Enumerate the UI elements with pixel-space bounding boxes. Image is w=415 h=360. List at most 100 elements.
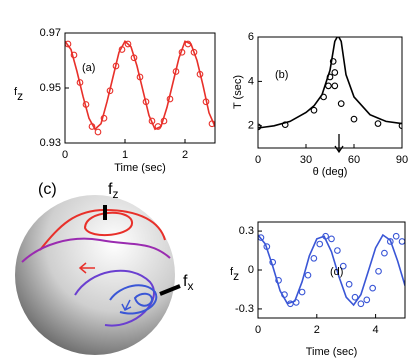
- y-axis-label: fz: [230, 266, 239, 283]
- label-main: f: [14, 86, 18, 98]
- data-point: [325, 82, 332, 90]
- data-point: [357, 300, 365, 308]
- data-point: [304, 271, 312, 279]
- series-line: [258, 37, 402, 129]
- x-tick-label: 0: [255, 154, 261, 166]
- data-point: [275, 277, 282, 284]
- series-line: [65, 40, 215, 131]
- label-main: f: [108, 181, 113, 198]
- x-tick-label: 1: [122, 149, 128, 161]
- y-tick-label: -0.3: [235, 303, 254, 315]
- data-point: [154, 123, 162, 130]
- y-axis-label: fz: [14, 86, 23, 103]
- series-line: [258, 233, 405, 307]
- x-tick-label: 4: [373, 324, 379, 336]
- data-point: [398, 238, 405, 245]
- contour: [109, 284, 158, 315]
- panel-label: (b): [275, 69, 288, 81]
- arrow: [121, 299, 132, 312]
- data-point: [381, 249, 388, 257]
- data-point: [392, 232, 400, 240]
- contour: [21, 237, 171, 263]
- panel-label: (c): [38, 181, 57, 198]
- y-tick-label: 4: [248, 75, 254, 87]
- contour: [83, 211, 133, 237]
- label-sub: z: [112, 187, 118, 201]
- data-point: [334, 247, 341, 254]
- data-point: [386, 238, 394, 245]
- plot-area: [65, 40, 215, 136]
- data-point: [88, 123, 96, 130]
- label-main: f: [230, 266, 234, 278]
- data-point: [202, 98, 210, 106]
- data-point: [375, 267, 382, 275]
- plot-frame: [257, 221, 406, 319]
- data-point: [142, 98, 150, 106]
- x-tick-label: 30: [300, 154, 312, 166]
- contour: [74, 269, 155, 327]
- data-point: [339, 262, 347, 270]
- plot-frame: [64, 32, 216, 144]
- data-point: [184, 40, 192, 48]
- x-tick-label: 60: [348, 154, 360, 166]
- data-point: [310, 106, 318, 114]
- data-point: [166, 95, 174, 103]
- data-point: [337, 100, 345, 107]
- data-point: [351, 293, 359, 301]
- data-point: [281, 121, 289, 129]
- x-tick-label: 0: [255, 324, 261, 336]
- data-point: [331, 82, 339, 90]
- x-tick-label: 2: [314, 324, 320, 336]
- data-point: [118, 46, 126, 53]
- data-point: [160, 117, 168, 125]
- plot-area: [258, 37, 402, 131]
- y-axis-label: T (sec): [232, 75, 244, 109]
- y-tick-label: 0.95: [40, 82, 61, 94]
- label-main: f: [183, 273, 188, 290]
- contour: [133, 292, 154, 307]
- plot-frame: [257, 36, 403, 149]
- data-point: [292, 299, 300, 306]
- x-axis-label: Time (sec): [114, 162, 166, 174]
- data-point: [345, 280, 353, 288]
- fx-axis: [159, 284, 181, 296]
- data-point: [322, 232, 329, 240]
- data-point: [281, 291, 288, 298]
- data-point: [310, 254, 318, 262]
- y-tick-label: 0.93: [40, 137, 61, 149]
- data-point: [76, 79, 84, 86]
- data-point: [70, 51, 78, 59]
- data-point: [94, 128, 102, 136]
- data-point: [363, 296, 371, 304]
- data-point: [398, 122, 402, 130]
- data-point: [326, 73, 334, 81]
- y-tick-label: 2: [248, 120, 254, 132]
- data-point: [172, 68, 180, 75]
- data-point: [329, 58, 337, 65]
- data-point: [82, 101, 90, 108]
- arrow: [78, 262, 95, 274]
- label-sub: x: [187, 279, 193, 293]
- label-sub: z: [17, 89, 23, 103]
- label-sub: z: [233, 269, 239, 283]
- data-point: [130, 54, 138, 62]
- data-point: [148, 117, 156, 125]
- fx-label: fx: [183, 273, 193, 293]
- panel-label: (a): [82, 62, 95, 74]
- data-point: [100, 114, 108, 122]
- data-point: [350, 115, 358, 123]
- data-point: [369, 284, 377, 292]
- y-tick-label: 0.97: [40, 27, 61, 39]
- data-point: [124, 40, 132, 48]
- y-tick-label: 0: [248, 264, 254, 276]
- data-point: [106, 87, 114, 95]
- data-point: [298, 288, 306, 296]
- data-point: [196, 70, 204, 78]
- x-axis-label: θ (deg): [313, 166, 348, 178]
- x-tick-label: 90: [396, 154, 408, 166]
- data-point: [328, 235, 335, 243]
- data-point: [263, 243, 271, 250]
- data-point: [320, 93, 327, 101]
- x-axis-label: Time (sec): [306, 346, 358, 358]
